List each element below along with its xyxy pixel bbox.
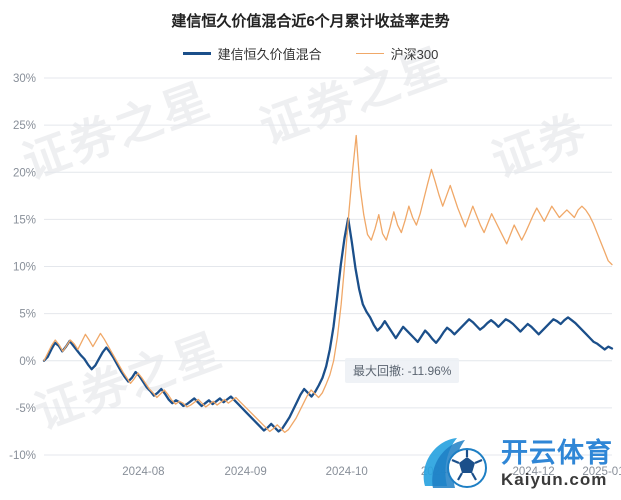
y-axis-tick-label: 10% bbox=[13, 262, 36, 274]
x-axis-tick-label: 2024-11 bbox=[421, 466, 462, 478]
legend-swatch-index bbox=[355, 53, 384, 54]
x-axis-tick-label: 2024-09 bbox=[225, 466, 267, 478]
x-axis-tick-label: 2024-08 bbox=[122, 466, 164, 478]
y-axis-tick-label: -5% bbox=[16, 403, 36, 415]
legend-swatch-fund bbox=[182, 52, 211, 55]
y-axis-tick-label: 20% bbox=[13, 167, 36, 179]
series-line-index bbox=[43, 134, 613, 434]
x-axis-tick-label: 2024-12 bbox=[513, 466, 555, 478]
x-axis-tick-label: 2025-01 bbox=[582, 466, 621, 478]
max-drawdown-annotation: 最大回撤: -11.96% bbox=[345, 358, 460, 383]
legend-label-index: 沪深300 bbox=[390, 47, 439, 62]
y-axis-tick-label: -10% bbox=[9, 450, 36, 462]
series-line-fund bbox=[42, 217, 614, 433]
legend-item-index[interactable]: 沪深300 bbox=[355, 44, 439, 63]
x-axis-tick-label: 2024-10 bbox=[326, 466, 368, 478]
y-axis-tick-label: 0% bbox=[19, 356, 36, 368]
y-axis-tick-label: 25% bbox=[13, 120, 36, 132]
y-axis-tick-label: 15% bbox=[13, 214, 36, 226]
legend-item-fund[interactable]: 建信恒久价值混合 bbox=[182, 44, 322, 63]
y-axis-tick-label: 5% bbox=[19, 309, 36, 321]
chart-title: 建信恒久价值混合近6个月累计收益率走势 bbox=[171, 13, 450, 30]
y-axis-tick-label: 30% bbox=[13, 73, 36, 85]
chart-legend: 建信恒久价值混合 沪深300 bbox=[0, 44, 621, 63]
legend-label-fund: 建信恒久价值混合 bbox=[217, 47, 322, 62]
